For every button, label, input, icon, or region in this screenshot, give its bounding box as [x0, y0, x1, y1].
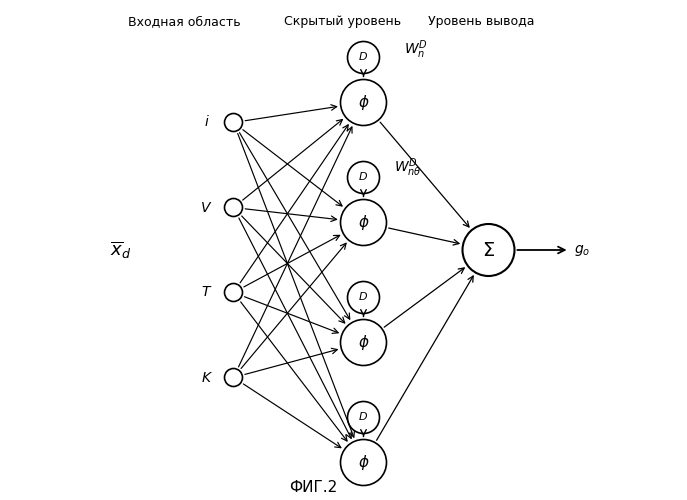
- Text: D: D: [359, 412, 368, 422]
- Text: $W_n^D$: $W_n^D$: [403, 38, 427, 62]
- Circle shape: [225, 114, 243, 132]
- Text: Входная область: Входная область: [128, 15, 241, 28]
- Circle shape: [348, 162, 379, 194]
- Circle shape: [225, 284, 243, 302]
- Text: V: V: [201, 200, 211, 214]
- Circle shape: [341, 440, 387, 486]
- Circle shape: [225, 368, 243, 386]
- Circle shape: [348, 282, 379, 314]
- Circle shape: [225, 198, 243, 216]
- Text: D: D: [359, 172, 368, 182]
- Text: Скрытый уровень: Скрытый уровень: [284, 15, 401, 28]
- Text: $\phi$: $\phi$: [358, 333, 370, 352]
- Text: $\phi$: $\phi$: [358, 213, 370, 232]
- Circle shape: [462, 224, 515, 276]
- Text: $\phi$: $\phi$: [358, 453, 370, 472]
- Text: K: K: [201, 370, 210, 384]
- Text: Уровень вывода: Уровень вывода: [429, 15, 535, 28]
- Text: $W_{n\theta}^D$: $W_{n\theta}^D$: [394, 156, 421, 179]
- Text: D: D: [359, 292, 368, 302]
- Text: $\Sigma$: $\Sigma$: [482, 240, 495, 260]
- Text: D: D: [359, 52, 368, 62]
- Text: $\overline{x}_d$: $\overline{x}_d$: [111, 240, 132, 260]
- Text: i: i: [204, 116, 208, 130]
- Circle shape: [341, 80, 387, 126]
- Circle shape: [348, 42, 379, 74]
- Circle shape: [341, 200, 387, 246]
- Text: $g_o$: $g_o$: [574, 242, 591, 258]
- Text: ФИГ.2: ФИГ.2: [289, 480, 337, 495]
- Text: T: T: [202, 286, 210, 300]
- Circle shape: [348, 402, 379, 434]
- Circle shape: [341, 320, 387, 366]
- Text: $\phi$: $\phi$: [358, 93, 370, 112]
